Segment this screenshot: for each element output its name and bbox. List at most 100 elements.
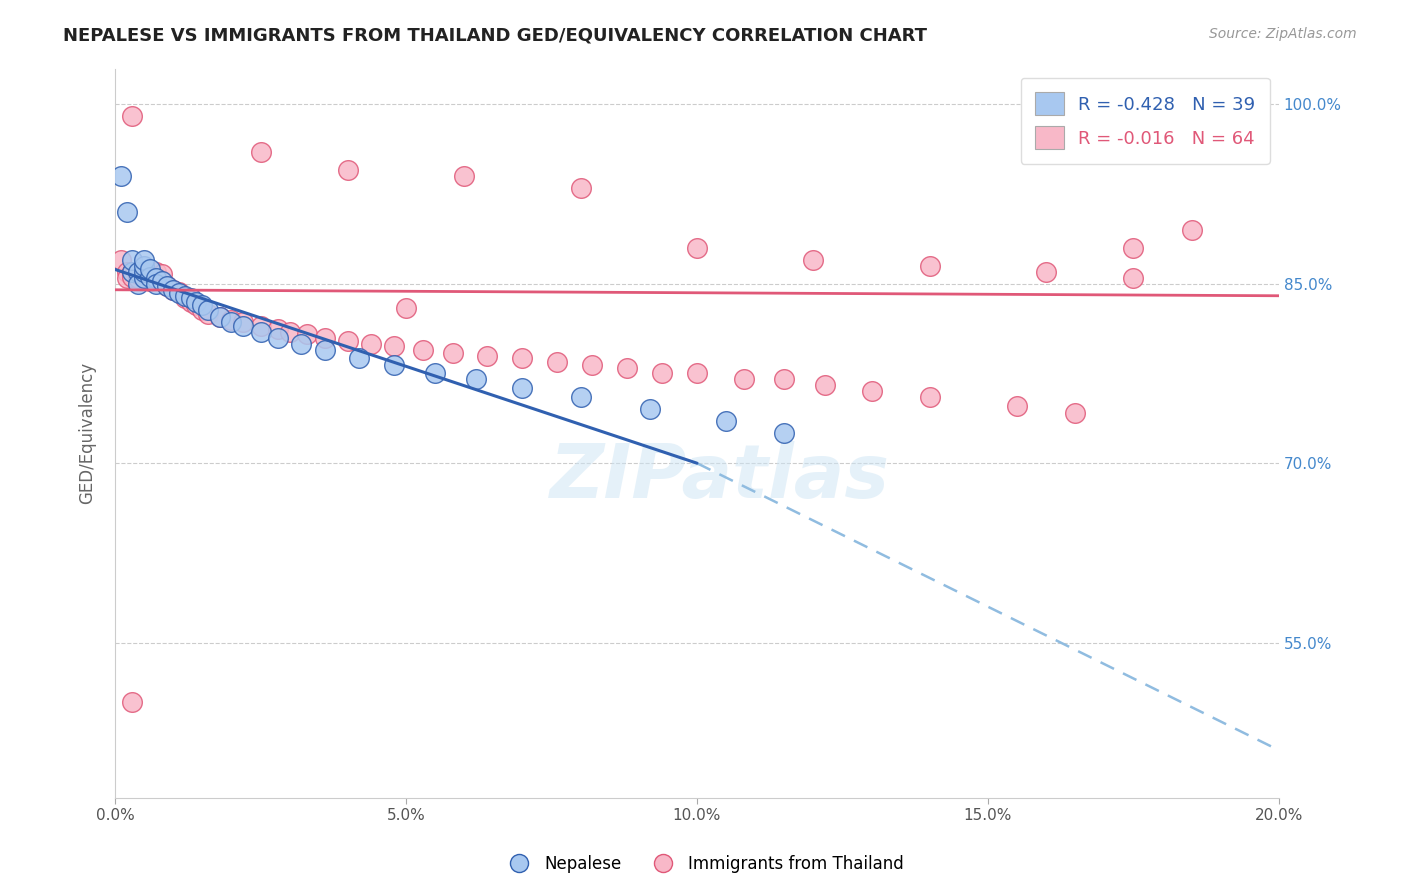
Point: [1122, 270, 1144, 285]
Point: [134, 252, 156, 267]
Point: [1005, 399, 1028, 413]
Point: [290, 336, 312, 351]
Point: [121, 265, 143, 279]
Point: [208, 310, 231, 325]
Y-axis label: GED/Equivalency: GED/Equivalency: [79, 362, 96, 504]
Point: [249, 325, 271, 339]
Point: [145, 265, 167, 279]
Text: Source: ZipAtlas.com: Source: ZipAtlas.com: [1209, 27, 1357, 41]
Point: [860, 384, 883, 399]
Point: [134, 270, 156, 285]
Point: [115, 270, 138, 285]
Point: [232, 315, 254, 329]
Point: [134, 265, 156, 279]
Point: [360, 336, 382, 351]
Legend: R = -0.428   N = 39, R = -0.016   N = 64: R = -0.428 N = 39, R = -0.016 N = 64: [1021, 78, 1270, 163]
Text: ZIPatlas: ZIPatlas: [550, 441, 890, 514]
Point: [110, 169, 132, 183]
Point: [278, 325, 301, 339]
Point: [115, 205, 138, 219]
Point: [314, 330, 336, 344]
Point: [121, 269, 143, 284]
Point: [464, 372, 486, 386]
Point: [249, 318, 271, 333]
Point: [1064, 406, 1087, 420]
Point: [477, 349, 499, 363]
Point: [918, 391, 941, 405]
Point: [221, 315, 243, 329]
Point: [121, 252, 143, 267]
Point: [569, 391, 592, 405]
Point: [395, 301, 418, 315]
Point: [197, 303, 219, 318]
Legend: Nepalese, Immigrants from Thailand: Nepalese, Immigrants from Thailand: [496, 848, 910, 880]
Point: [640, 402, 662, 417]
Point: [336, 163, 359, 178]
Point: [173, 291, 195, 305]
Point: [134, 268, 156, 283]
Point: [267, 330, 290, 344]
Point: [180, 291, 202, 305]
Point: [121, 109, 143, 123]
Point: [423, 367, 446, 381]
Point: [336, 334, 359, 349]
Point: [162, 283, 184, 297]
Point: [581, 358, 603, 372]
Point: [221, 312, 243, 326]
Point: [295, 326, 318, 341]
Point: [173, 289, 195, 303]
Point: [139, 274, 162, 288]
Point: [191, 298, 214, 312]
Point: [569, 181, 592, 195]
Point: [110, 252, 132, 267]
Point: [139, 270, 162, 285]
Point: [453, 169, 475, 183]
Point: [162, 283, 184, 297]
Point: [349, 351, 371, 365]
Point: [186, 298, 208, 312]
Point: [441, 346, 464, 360]
Point: [918, 259, 941, 273]
Point: [115, 265, 138, 279]
Point: [134, 265, 156, 279]
Point: [232, 318, 254, 333]
Point: [121, 695, 143, 709]
Point: [686, 367, 709, 381]
Point: [249, 145, 271, 160]
Point: [512, 351, 534, 365]
Point: [197, 307, 219, 321]
Point: [714, 414, 737, 428]
Point: [127, 265, 149, 279]
Point: [167, 285, 190, 300]
Point: [180, 294, 202, 309]
Point: [733, 372, 755, 386]
Point: [801, 252, 824, 267]
Point: [127, 277, 149, 291]
Point: [773, 426, 796, 441]
Point: [512, 381, 534, 395]
Point: [145, 270, 167, 285]
Point: [1122, 241, 1144, 255]
Point: [156, 279, 179, 293]
Point: [616, 360, 638, 375]
Point: [150, 274, 173, 288]
Point: [150, 267, 173, 281]
Point: [186, 294, 208, 309]
Point: [546, 354, 568, 368]
Point: [1181, 223, 1204, 237]
Point: [145, 270, 167, 285]
Point: [150, 274, 173, 288]
Point: [267, 322, 290, 336]
Text: NEPALESE VS IMMIGRANTS FROM THAILAND GED/EQUIVALENCY CORRELATION CHART: NEPALESE VS IMMIGRANTS FROM THAILAND GED…: [63, 27, 928, 45]
Point: [1035, 265, 1057, 279]
Point: [651, 367, 673, 381]
Point: [412, 343, 434, 357]
Point: [167, 286, 190, 301]
Point: [686, 241, 709, 255]
Point: [191, 303, 214, 318]
Point: [121, 265, 143, 279]
Point: [134, 259, 156, 273]
Point: [314, 343, 336, 357]
Point: [382, 339, 405, 353]
Point: [127, 267, 149, 281]
